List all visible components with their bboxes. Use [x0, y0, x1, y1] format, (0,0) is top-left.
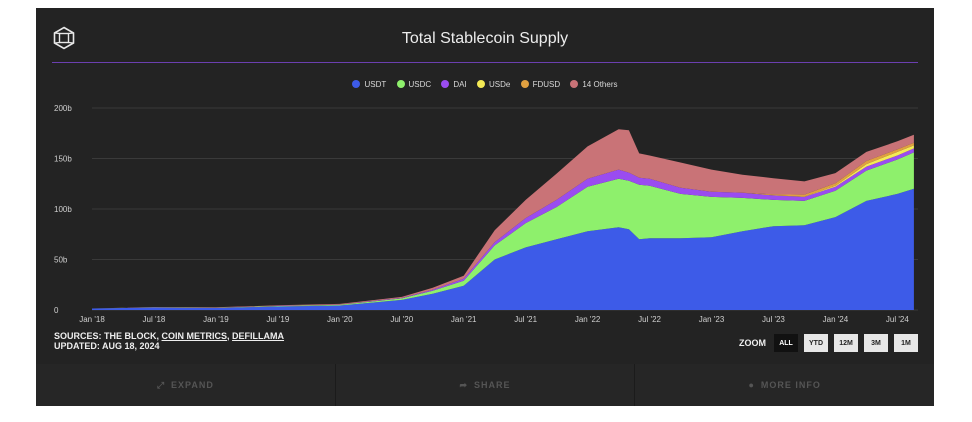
legend-item-others[interactable]: 14 Others: [570, 80, 618, 89]
x-tick-label: Jul '19: [266, 315, 289, 324]
legend-swatch: [441, 80, 450, 88]
x-tick-label: Jul '18: [143, 315, 166, 324]
info-icon: ●: [748, 380, 755, 390]
legend-label: USDe: [488, 80, 511, 89]
x-tick-label: Jan '18: [79, 315, 105, 324]
zoom-1m-button[interactable]: 1M: [894, 334, 918, 352]
share-icon: ➦: [459, 379, 469, 390]
x-tick-label: Jul '23: [762, 315, 785, 324]
sources-line: SOURCES: THE BLOCK, COIN METRICS, DEFILL…: [54, 331, 284, 341]
series-areas: [92, 129, 914, 310]
legend-swatch: [396, 80, 405, 88]
y-tick-label: 100b: [54, 205, 72, 214]
zoom-12m-button[interactable]: 12M: [834, 334, 858, 352]
action-bar: ⤢ EXPAND ➦ SHARE ● MORE INFO: [36, 364, 934, 406]
y-tick-label: 50b: [54, 256, 68, 265]
legend-label: 14 Others: [582, 80, 618, 89]
x-tick-label: Jan '24: [823, 315, 849, 324]
x-tick-label: Jan '23: [699, 315, 725, 324]
legend-swatch: [476, 80, 485, 88]
expand-label: EXPAND: [171, 380, 214, 390]
more-info-button[interactable]: ● MORE INFO: [634, 364, 934, 406]
legend-label: DAI: [453, 80, 467, 89]
x-tick-label: Jan '19: [203, 315, 229, 324]
legend-label: FDUSD: [532, 80, 561, 89]
legend-swatch: [352, 80, 361, 88]
x-tick-label: Jul '21: [514, 315, 537, 324]
legend-label: USDC: [408, 80, 432, 89]
hexagon-cube-icon: [53, 26, 75, 50]
x-tick-label: Jul '22: [638, 315, 661, 324]
x-tick-label: Jan '21: [451, 315, 477, 324]
more-info-label: MORE INFO: [760, 380, 821, 390]
legend-swatch: [570, 80, 579, 88]
sources-block: SOURCES: THE BLOCK, COIN METRICS, DEFILL…: [54, 331, 284, 351]
sources-prefix: SOURCES: THE BLOCK,: [54, 331, 162, 341]
x-tick-label: Jul '24: [886, 315, 909, 324]
zoom-label: ZOOM: [739, 338, 766, 348]
legend-item-usde[interactable]: USDe: [476, 80, 511, 89]
share-button[interactable]: ➦ SHARE: [334, 364, 635, 406]
chart-card: Total Stablecoin Supply USDT USDC DAI US…: [36, 8, 934, 406]
y-tick-label: 150b: [54, 155, 72, 164]
series-area-usdt[interactable]: [92, 188, 914, 310]
series-area-14-others[interactable]: [92, 129, 914, 309]
expand-icon: ⤢: [156, 379, 166, 390]
legend-item-usdt[interactable]: USDT: [352, 80, 386, 89]
updated-date: UPDATED: AUG 18, 2024: [54, 341, 160, 351]
zoom-3m-button[interactable]: 3M: [864, 334, 888, 352]
legend-swatch: [520, 80, 529, 88]
legend: USDT USDC DAI USDe FDUSD 14 Others: [36, 80, 934, 89]
zoom-all-button[interactable]: ALL: [774, 334, 798, 352]
legend-item-dai[interactable]: DAI: [441, 80, 467, 89]
legend-item-fdusd[interactable]: FDUSD: [520, 80, 561, 89]
x-axis-ticks: Jan '18 Jul '18 Jan '19 Jul '19 Jan '20 Jul '…: [79, 315, 909, 324]
y-axis-ticks: 0 50b 100b 150b 200b: [54, 104, 72, 315]
share-label: SHARE: [474, 380, 511, 390]
title-divider: [52, 62, 918, 63]
sources-separator: ,: [227, 331, 233, 341]
legend-label: USDT: [364, 80, 387, 89]
y-tick-label: 200b: [54, 104, 72, 113]
x-tick-label: Jan '22: [575, 315, 601, 324]
y-tick-label: 0: [54, 306, 59, 315]
defillama-link[interactable]: DEFILLAMA: [232, 331, 285, 341]
zoom-ytd-button[interactable]: YTD: [804, 334, 828, 352]
chart-title: Total Stablecoin Supply: [401, 30, 569, 47]
expand-button[interactable]: ⤢ EXPAND: [36, 364, 335, 406]
x-tick-label: Jul '20: [390, 315, 413, 324]
stacked-area-chart: 0 50b 100b 150b 200b Jan '18 Jul '18 Jan '19 Ju…: [54, 104, 918, 324]
coin-metrics-link[interactable]: COIN METRICS: [161, 331, 228, 341]
zoom-controls: ZOOM ALL YTD 12M 3M 1M: [739, 334, 918, 352]
x-tick-label: Jan '20: [327, 315, 353, 324]
legend-item-usdc[interactable]: USDC: [396, 80, 432, 89]
